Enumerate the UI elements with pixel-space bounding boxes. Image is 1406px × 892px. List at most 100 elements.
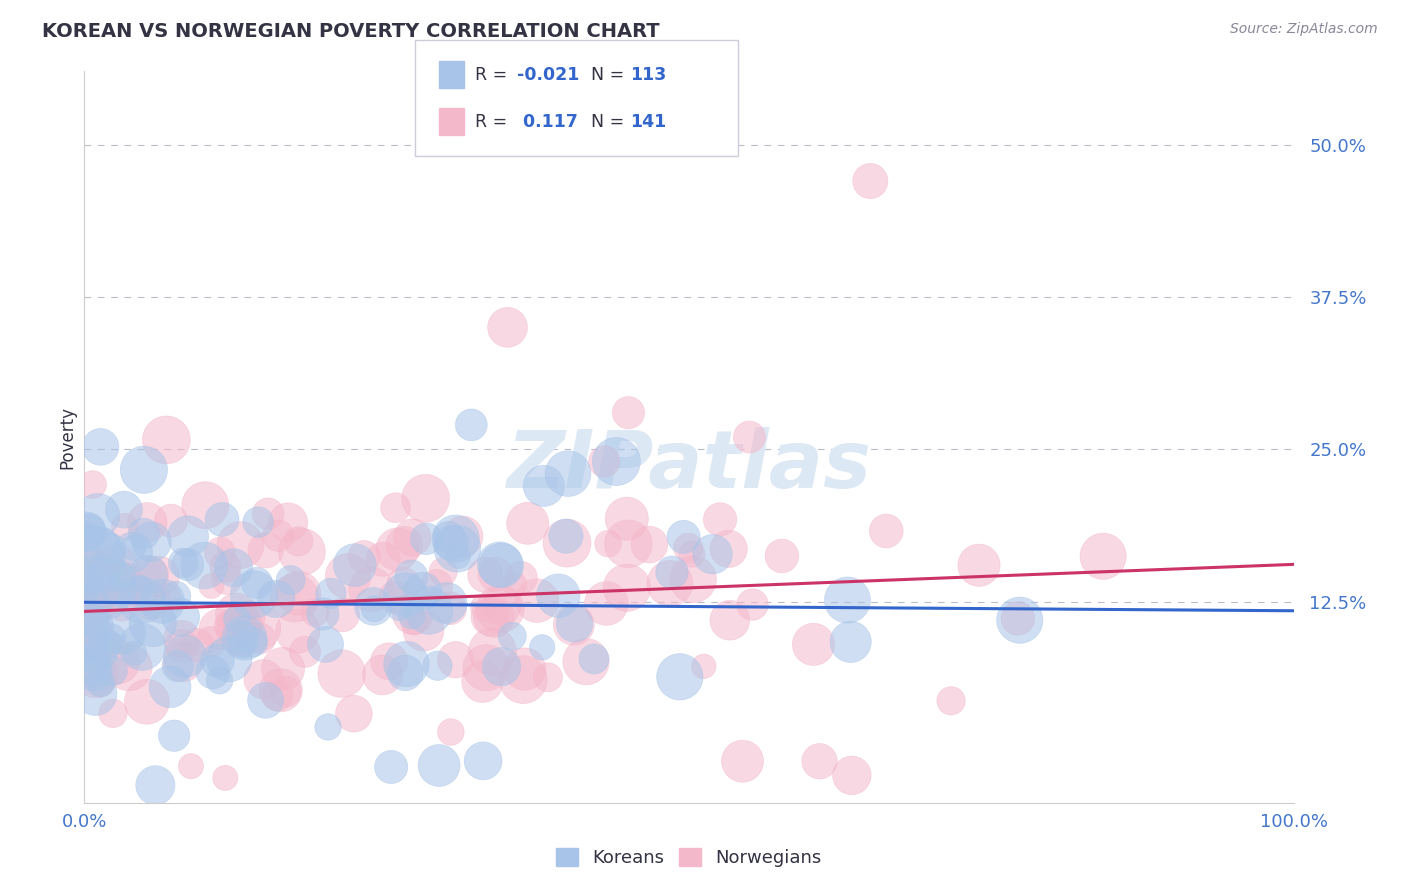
Point bbox=[503, 577, 526, 591]
Point bbox=[194, 498, 217, 512]
Point bbox=[512, 673, 534, 687]
Point bbox=[440, 535, 463, 549]
Point bbox=[222, 632, 245, 646]
Point bbox=[89, 600, 111, 615]
Point bbox=[84, 642, 107, 657]
Point bbox=[412, 584, 434, 599]
Point bbox=[148, 569, 170, 583]
Point bbox=[90, 675, 112, 690]
Point bbox=[526, 593, 548, 607]
Point bbox=[967, 558, 990, 573]
Point bbox=[939, 694, 962, 708]
Point bbox=[415, 532, 437, 546]
Point bbox=[371, 668, 394, 682]
Text: 113: 113 bbox=[630, 66, 666, 84]
Point bbox=[87, 585, 110, 599]
Point bbox=[401, 608, 423, 623]
Text: Source: ZipAtlas.com: Source: ZipAtlas.com bbox=[1230, 22, 1378, 37]
Point bbox=[439, 601, 461, 615]
Point bbox=[444, 532, 467, 546]
Point bbox=[129, 582, 152, 596]
Point bbox=[84, 593, 107, 607]
Point bbox=[437, 530, 460, 544]
Point bbox=[491, 659, 513, 673]
Point bbox=[135, 695, 157, 709]
Point bbox=[232, 617, 254, 632]
Point bbox=[384, 500, 406, 515]
Point bbox=[363, 601, 385, 615]
Point bbox=[277, 516, 299, 530]
Point bbox=[731, 754, 754, 768]
Point bbox=[225, 607, 247, 622]
Point bbox=[73, 657, 96, 671]
Point bbox=[402, 607, 425, 622]
Point bbox=[89, 675, 111, 690]
Point bbox=[555, 529, 578, 543]
Point bbox=[360, 582, 382, 597]
Point bbox=[378, 654, 401, 668]
Point bbox=[841, 768, 863, 782]
Point bbox=[489, 558, 512, 572]
Point bbox=[343, 558, 366, 572]
Point bbox=[304, 606, 326, 620]
Point bbox=[124, 586, 146, 600]
Point bbox=[207, 654, 229, 668]
Point bbox=[436, 596, 458, 610]
Point bbox=[122, 541, 145, 555]
Point bbox=[87, 542, 110, 557]
Point bbox=[77, 573, 100, 587]
Point bbox=[252, 672, 274, 686]
Text: 0.117: 0.117 bbox=[517, 112, 578, 130]
Point bbox=[77, 633, 100, 648]
Point bbox=[82, 560, 104, 574]
Point bbox=[287, 534, 309, 549]
Point bbox=[638, 538, 661, 552]
Point bbox=[387, 542, 409, 557]
Point bbox=[208, 673, 231, 688]
Point bbox=[384, 591, 406, 605]
Point bbox=[605, 454, 627, 468]
Point bbox=[401, 569, 423, 583]
Point bbox=[87, 508, 110, 523]
Point bbox=[447, 549, 470, 564]
Point bbox=[808, 754, 831, 768]
Point bbox=[316, 720, 339, 734]
Point bbox=[131, 640, 153, 654]
Point bbox=[201, 665, 224, 680]
Text: R =: R = bbox=[475, 66, 513, 84]
Point bbox=[557, 467, 579, 481]
Point bbox=[226, 612, 249, 626]
Point bbox=[284, 591, 307, 605]
Point bbox=[254, 693, 277, 707]
Point bbox=[395, 657, 418, 671]
Point bbox=[83, 665, 105, 680]
Point bbox=[156, 590, 179, 604]
Point bbox=[496, 320, 519, 334]
Point bbox=[75, 632, 97, 646]
Point bbox=[693, 659, 716, 673]
Point bbox=[315, 637, 337, 651]
Point bbox=[741, 598, 763, 612]
Point bbox=[658, 576, 681, 591]
Point bbox=[246, 576, 269, 591]
Point bbox=[160, 514, 183, 528]
Point bbox=[267, 529, 290, 543]
Point bbox=[79, 552, 101, 566]
Point bbox=[875, 524, 897, 538]
Point bbox=[101, 706, 124, 721]
Point bbox=[229, 538, 252, 552]
Point bbox=[287, 624, 309, 638]
Point bbox=[111, 569, 134, 583]
Point bbox=[415, 491, 437, 506]
Point bbox=[472, 754, 495, 768]
Point bbox=[176, 558, 198, 572]
Point bbox=[170, 639, 193, 653]
Point bbox=[208, 546, 231, 560]
Point bbox=[709, 512, 731, 526]
Point bbox=[394, 538, 416, 552]
Point bbox=[98, 541, 121, 556]
Point bbox=[225, 621, 247, 635]
Point bbox=[208, 622, 231, 636]
Point bbox=[837, 593, 859, 607]
Point bbox=[80, 577, 103, 591]
